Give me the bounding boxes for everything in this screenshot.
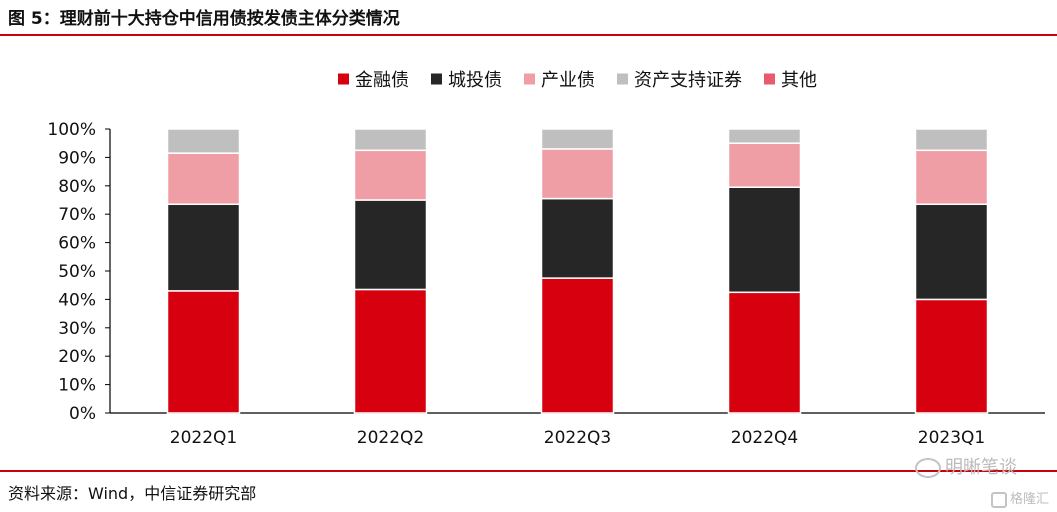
legend-label: 产业债 xyxy=(541,70,595,91)
bar-segment xyxy=(540,277,615,414)
bar-segment xyxy=(914,203,989,301)
bar-segment xyxy=(727,142,802,188)
bar-segment xyxy=(353,199,428,291)
bar-segment xyxy=(727,291,802,414)
watermark-2-text: 格隆汇 xyxy=(1009,492,1049,507)
legend-label: 资产支持证券 xyxy=(634,70,742,91)
y-tick-label: 20% xyxy=(58,347,96,367)
y-tick-label: 30% xyxy=(58,319,96,339)
legend-swatch xyxy=(617,73,628,85)
y-tick-label: 10% xyxy=(58,376,96,396)
bar-segment xyxy=(727,128,802,144)
legend-label: 城投债 xyxy=(448,70,502,91)
y-tick-label: 0% xyxy=(69,404,96,424)
y-tick-label: 60% xyxy=(58,234,96,254)
bar-segment xyxy=(540,128,615,150)
bar-segment xyxy=(353,288,428,414)
bar-segment xyxy=(914,128,989,152)
bar-segment xyxy=(166,152,241,206)
bar-segment xyxy=(166,128,241,154)
watermark-text: 明晰笔谈 xyxy=(945,457,1017,478)
legend-label: 金融债 xyxy=(355,70,409,91)
bar-segment xyxy=(540,197,615,279)
source-note: 资料来源：Wind，中信证券研究部 xyxy=(8,484,257,503)
y-tick-label: 90% xyxy=(58,148,96,168)
legend-swatch xyxy=(764,73,775,85)
watermark: 明晰笔谈 xyxy=(915,453,1017,479)
bar-segment xyxy=(353,128,428,152)
bottom-rule xyxy=(0,470,1057,472)
bar-segment xyxy=(166,290,241,414)
y-tick-label: 80% xyxy=(58,177,96,197)
x-tick-label: 2022Q4 xyxy=(731,428,798,448)
legend-label: 其他 xyxy=(781,70,817,91)
x-tick-label: 2022Q3 xyxy=(544,428,611,448)
bar-segment xyxy=(727,186,802,294)
y-tick-label: 100% xyxy=(47,120,96,140)
legend-swatch xyxy=(524,73,535,85)
stacked-bar-chart: 0% 10% 20% 30% 40% 50% 60% 70% 80% 90% 100% 2022Q1 2… xyxy=(47,70,1045,448)
legend-swatch xyxy=(338,73,349,85)
bar-segment xyxy=(914,149,989,206)
x-tick-label: 2022Q2 xyxy=(357,428,424,448)
x-tick-label: 2023Q1 xyxy=(918,428,985,448)
bar-segment xyxy=(914,298,989,414)
gelonghui-icon xyxy=(990,491,1007,508)
x-tick-label: 2022Q1 xyxy=(170,428,237,448)
watermark-2: 格隆汇 xyxy=(990,488,1049,508)
y-tick-label: 70% xyxy=(58,205,96,225)
figure-title: 图 5：理财前十大持仓中信用债按发债主体分类情况 xyxy=(8,9,400,29)
y-tick-label: 50% xyxy=(58,262,96,282)
top-rule xyxy=(0,34,1057,36)
bar-segment xyxy=(540,148,615,200)
wechat-icon xyxy=(915,458,941,478)
bar-segment xyxy=(166,203,241,292)
legend-swatch xyxy=(431,73,442,85)
y-tick-label: 40% xyxy=(58,290,96,310)
bar-segment xyxy=(353,149,428,201)
